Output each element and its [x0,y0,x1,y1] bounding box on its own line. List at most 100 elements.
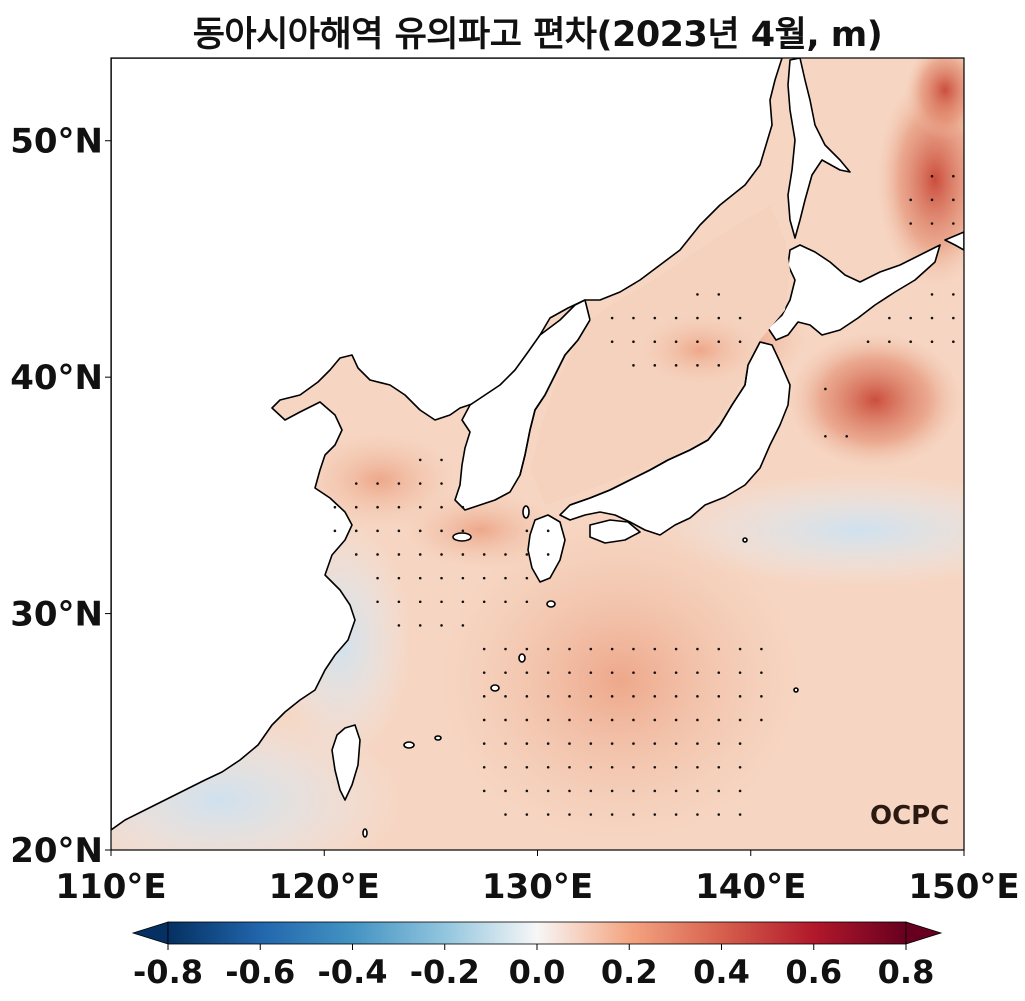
hokkaido-island [767,244,941,341]
map-title: 동아시아해역 유의파고 편차(2023년 4월, m) [192,15,883,55]
stipple-dot [482,765,486,769]
stipple-dot [397,482,401,485]
ocpc-logo: OCPC [870,801,949,831]
small-island [403,741,415,749]
stipple-dot [504,600,507,604]
stipple-dot [610,765,614,769]
stipple-dot [525,742,529,745]
stipple-dot [546,718,550,722]
ocpc-logo-text: OCPC [870,801,949,831]
stipple-dot [589,718,593,722]
stipple-dot [632,340,635,344]
stipple-dot [504,576,507,580]
stipple-dot [653,813,657,816]
stipple-dot [696,695,699,698]
lon-tick-label: 130°E [482,867,593,907]
stipple-dot [440,553,443,556]
stipple-dot [354,529,358,533]
stipple-dot [440,624,443,627]
stipple-dot [674,813,678,816]
stipple-dot [674,647,678,651]
lat-tick-label: 40°N [10,358,103,398]
stipple-dot [909,340,912,344]
stipple-dot [674,340,678,344]
stipple-dot [888,340,891,344]
stipple-dot [354,553,358,556]
stipple-dot [952,222,955,225]
stipple-dot [397,624,401,627]
stipple-dot [525,600,529,604]
latitude-ticks: 20°N 30°N 40°N 50°N [10,122,111,871]
stipple-dot [504,742,507,745]
stipple-dot [696,316,699,320]
stipple-dot [546,789,550,793]
stipple-dot [696,813,699,816]
stipple-dot [632,718,635,722]
kuril-coast [944,231,964,251]
stipple-dot [760,647,763,651]
stipple-dot [674,316,678,320]
tsushima-island [522,505,530,519]
stipple-dot [440,529,443,533]
stipple-dot [696,718,699,722]
colorbar-tick-label: 0.2 [601,953,658,991]
stipple-dot [952,293,955,296]
stipple-dot [845,434,849,438]
stipple-dot [568,813,571,816]
stipple-dot [397,553,401,556]
stipple-dot [653,718,657,722]
stipple-dot [525,695,529,698]
stipple-dot [632,789,635,793]
stipple-dot [568,671,571,674]
stipple-dot [546,647,550,651]
stipple-dot [376,482,379,485]
stipple-dot [376,576,379,580]
stipple-dot [653,340,657,344]
stipple-dot [888,316,891,320]
stipple-dot [589,671,593,674]
stipple-dot [952,198,955,202]
stipple-dot [461,553,465,556]
colorbar-tick-label: 0.6 [785,953,842,991]
longitude-ticks: 110°E 120°E 130°E 140°E 150°E [55,850,1020,907]
stipple-dot [418,624,422,627]
stipple-dot [589,742,593,745]
small-island [518,653,526,663]
stipple-dot [610,718,614,722]
stipple-dot [674,765,678,769]
stipple-dot [504,813,507,816]
stipple-dot [760,718,763,722]
stipple-dot [525,647,529,651]
stipple-dot [696,293,699,296]
stipple-dot [653,765,657,769]
stipple-dot [461,624,465,627]
lat-tick-label: 20°N [10,831,103,871]
lon-tick-label: 120°E [269,867,380,907]
stipple-dot [738,718,742,722]
stipple-dot [674,789,678,793]
stipple-dot [546,529,550,533]
stipple-dot [610,647,614,651]
stipple-dot [717,647,721,651]
stipple-dot [440,600,443,604]
stipple-dot [760,695,763,698]
stipple-dot [696,647,699,651]
stipple-dot [333,505,337,509]
shikoku-island [589,519,641,544]
stipple-dot [717,340,721,344]
stipple-dot [376,529,379,533]
east-sea [519,205,790,506]
sakhalin-island [787,58,851,239]
stipple-dot [653,364,657,367]
stipple-dot [696,671,699,674]
stipple-dot [717,813,721,816]
colorbar-tick-label: 0.8 [878,953,935,991]
stipple-dot [632,647,635,651]
small-island [793,687,799,693]
stipple-dot [397,529,401,533]
stipple-dot [653,647,657,651]
stipple-dot [525,765,529,769]
stipple-dot [738,316,742,320]
asian-mainland [111,58,783,831]
